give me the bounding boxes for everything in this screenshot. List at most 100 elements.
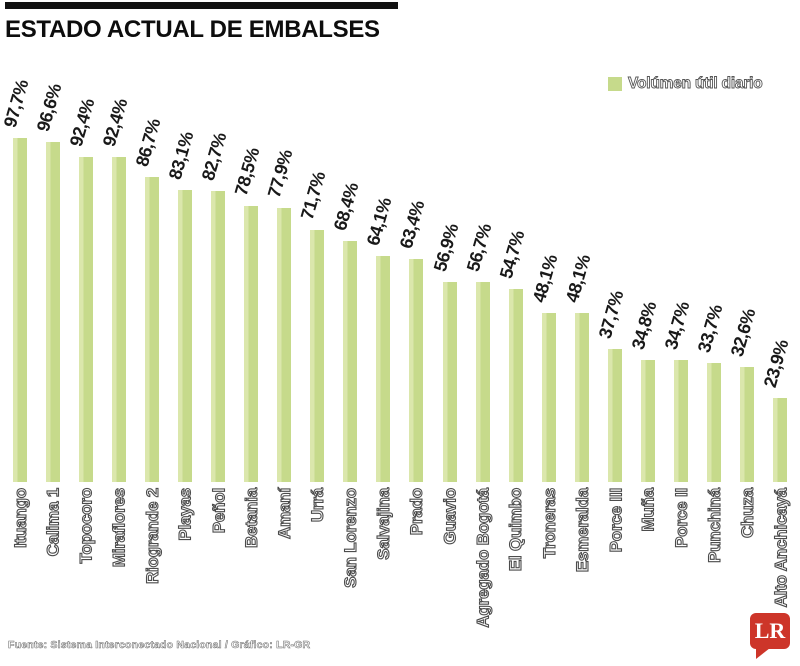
category-label: Troneras bbox=[539, 487, 559, 559]
bar-column: 86,7% Riogrande 2 bbox=[131, 60, 168, 620]
bar-chart: 97,7% Ituango 96,6% Calima 1 92,4% Topocoro 92… bbox=[0, 60, 797, 629]
bar-column: 77,9% Amaní bbox=[264, 60, 301, 620]
bar-value-label: 34,8% bbox=[627, 299, 661, 352]
bar-column: 32,6% Chuza bbox=[727, 60, 764, 620]
bar-value-label: 71,7% bbox=[297, 169, 330, 222]
category-label: Amaní bbox=[275, 487, 295, 539]
bar-column: 56,7% Agregado Bogotá bbox=[462, 60, 499, 628]
bar bbox=[210, 190, 225, 482]
bar-column: 34,8% Muña bbox=[628, 60, 665, 620]
bar-column: 96,6% Calima 1 bbox=[32, 60, 69, 620]
legend-label: Volúmen útil diario bbox=[628, 75, 764, 93]
bar-column: 34,7% Porce II bbox=[661, 60, 698, 620]
bar-value-label: 86,7% bbox=[131, 116, 165, 169]
legend: Volúmen útil diario bbox=[608, 75, 763, 93]
bar-value-label: 78,5% bbox=[230, 145, 264, 198]
bar-column: 56,9% Guavio bbox=[429, 60, 466, 620]
bar bbox=[177, 189, 192, 482]
bar bbox=[111, 156, 126, 482]
legend-swatch-icon bbox=[608, 77, 622, 91]
bar bbox=[78, 156, 93, 482]
bar-value-label: 32,6% bbox=[727, 306, 760, 359]
bar-column: 63,4% Prado bbox=[396, 60, 433, 620]
bar-column: 33,7% Punchiná bbox=[694, 60, 731, 620]
page-title: ESTADO ACTUAL DE EMBALSES bbox=[5, 16, 380, 43]
bar-value-label: 37,7% bbox=[594, 288, 628, 342]
bar-value-label: 77,9% bbox=[263, 147, 297, 200]
bar-column: 48,1% Troneras bbox=[528, 60, 565, 620]
bar bbox=[442, 281, 457, 482]
category-label: Calima 1 bbox=[43, 487, 63, 557]
bar-value-label: 82,7% bbox=[197, 130, 231, 183]
bar-value-label: 54,7% bbox=[495, 229, 529, 282]
bar-value-label: 56,9% bbox=[429, 221, 462, 274]
bar bbox=[409, 258, 424, 482]
bar bbox=[641, 359, 656, 482]
bar-column: 37,7% Porce III bbox=[594, 60, 631, 620]
bar-column: 68,4% San Lorenzo bbox=[330, 60, 367, 620]
bar-value-label: 97,7% bbox=[0, 77, 32, 130]
category-label: Prado bbox=[407, 487, 427, 536]
bar bbox=[12, 138, 27, 482]
category-label: San Lorenzo bbox=[341, 487, 361, 588]
bar bbox=[277, 207, 292, 482]
category-label: Peñol bbox=[208, 487, 228, 534]
bar-value-label: 96,6% bbox=[32, 81, 65, 134]
bar bbox=[740, 367, 755, 482]
bar-value-label: 48,1% bbox=[561, 252, 595, 305]
category-label: Muña bbox=[638, 487, 659, 532]
bar bbox=[707, 363, 722, 482]
bar-column: 78,5% Betania bbox=[231, 60, 268, 620]
category-label: Salvajina bbox=[374, 487, 394, 560]
title-rule bbox=[5, 2, 398, 9]
lr-logo: LR bbox=[750, 613, 790, 659]
category-label: Guavio bbox=[440, 487, 460, 545]
bar-value-label: 23,9% bbox=[760, 337, 793, 390]
bar bbox=[574, 312, 589, 482]
bar-value-label: 92,4% bbox=[98, 96, 132, 149]
category-label: Esmeralda bbox=[572, 487, 592, 573]
bar bbox=[244, 205, 259, 482]
bar-column: 83,1% Playas bbox=[164, 60, 201, 620]
category-label: Alto Anchicayá bbox=[771, 487, 791, 608]
bar-column: 82,7% Peñol bbox=[197, 60, 234, 620]
bar bbox=[541, 312, 556, 482]
bar-column: 97,7% Ituango bbox=[0, 60, 36, 620]
bar bbox=[310, 229, 325, 482]
bar-column: 92,4% Topocoro bbox=[65, 60, 102, 620]
category-label: Miraflores bbox=[109, 487, 129, 568]
category-label: Ituango bbox=[10, 487, 30, 548]
bar-column: 48,1% Esmeralda bbox=[561, 60, 598, 620]
category-label: Playas bbox=[175, 487, 195, 541]
category-label: Betania bbox=[241, 487, 262, 549]
bar-value-label: 92,4% bbox=[65, 96, 99, 149]
category-label: Riogrande 2 bbox=[142, 487, 162, 585]
bar-column: 64,1% Salvajina bbox=[363, 60, 400, 620]
lr-logo-text: LR bbox=[754, 618, 786, 643]
bar-value-label: 83,1% bbox=[164, 129, 198, 182]
bar-column: 23,9% Alto Anchicayá bbox=[760, 60, 797, 620]
category-label: Topocoro bbox=[76, 487, 96, 564]
bar bbox=[674, 359, 689, 482]
bar bbox=[508, 289, 523, 482]
category-label: El Quimbo bbox=[506, 487, 526, 572]
bar-value-label: 33,7% bbox=[693, 302, 727, 356]
bar bbox=[343, 241, 358, 482]
bar-column: 71,7% Urrá bbox=[297, 60, 334, 620]
bar bbox=[144, 176, 159, 482]
bar-column: 92,4% Miraflores bbox=[98, 60, 135, 620]
bar bbox=[45, 141, 60, 482]
bar bbox=[475, 282, 490, 482]
bar-value-label: 48,1% bbox=[528, 252, 562, 305]
category-label: Porce II bbox=[672, 487, 692, 548]
bar-value-label: 63,4% bbox=[396, 198, 429, 251]
bar bbox=[376, 256, 391, 482]
bar-value-label: 64,1% bbox=[363, 195, 396, 249]
category-label: Chuza bbox=[738, 487, 758, 539]
category-label: Porce III bbox=[605, 487, 625, 553]
bar bbox=[773, 397, 788, 482]
category-label: Agregado Bogotá bbox=[473, 487, 493, 628]
bar-value-label: 34,7% bbox=[660, 299, 694, 352]
bar-value-label: 56,7% bbox=[462, 221, 496, 275]
